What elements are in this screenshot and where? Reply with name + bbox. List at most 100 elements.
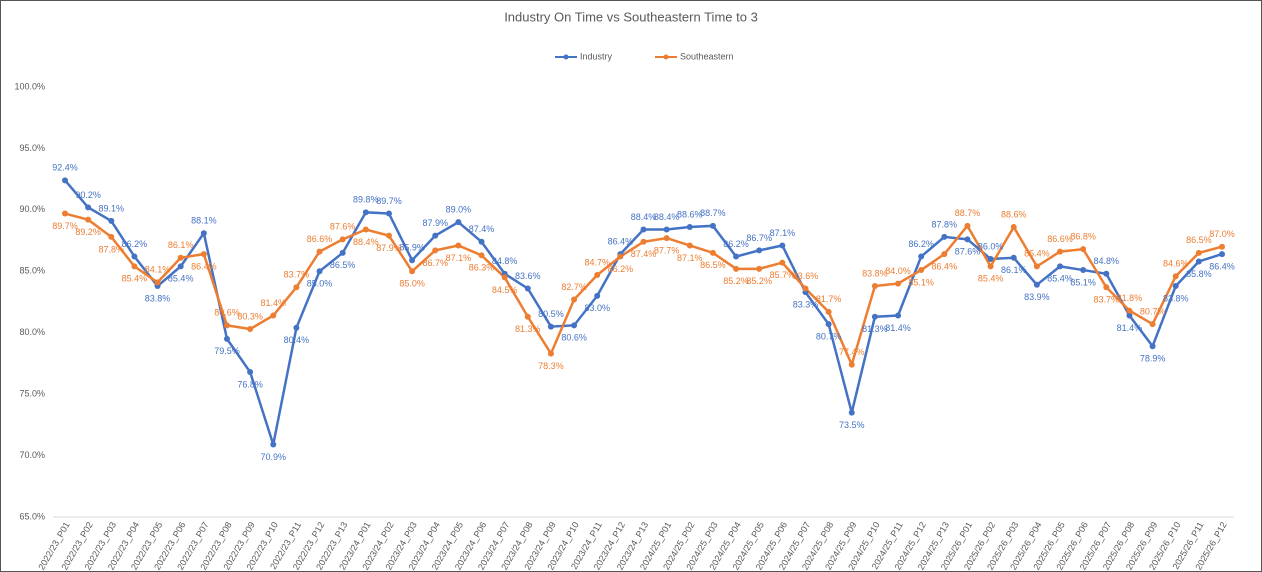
data-point [200, 230, 207, 237]
data-point [1103, 270, 1110, 277]
data-point [478, 252, 485, 259]
data-point [1033, 263, 1040, 270]
data-label: 87.0% [1209, 229, 1235, 239]
y-tick-label: 95.0% [19, 143, 45, 153]
data-label: 88.4% [631, 212, 657, 222]
data-point [802, 285, 809, 292]
data-label: 88.7% [955, 208, 981, 218]
data-point [154, 279, 161, 286]
data-point [941, 233, 948, 240]
data-point [594, 292, 601, 299]
data-point [455, 242, 462, 249]
data-point [362, 226, 369, 233]
data-label: 89.0% [446, 205, 472, 215]
data-label: 83.6% [793, 271, 819, 281]
data-point [316, 268, 323, 275]
data-point [1033, 281, 1040, 288]
data-point [571, 296, 578, 303]
data-point [247, 326, 254, 333]
data-point [62, 210, 68, 217]
data-point [848, 409, 855, 416]
data-label: 86.4% [191, 261, 217, 271]
legend-label: Southeastern [680, 51, 734, 61]
data-point [895, 312, 902, 319]
data-label: 86.6% [1047, 234, 1073, 244]
data-label: 88.4% [654, 212, 680, 222]
data-point [640, 238, 647, 245]
y-tick-label: 65.0% [19, 511, 45, 521]
legend-marker [563, 54, 569, 60]
data-point [293, 284, 300, 291]
data-point [108, 233, 115, 240]
data-point [270, 441, 277, 448]
data-point [409, 257, 416, 264]
data-label: 70.9% [260, 452, 286, 462]
data-point [362, 209, 369, 216]
data-point [1080, 267, 1087, 274]
data-label: 79.5% [214, 346, 240, 356]
data-label: 86.6% [307, 234, 333, 244]
data-point [964, 236, 971, 243]
data-label: 83.8% [145, 293, 171, 303]
data-point [663, 226, 670, 233]
data-label: 92.4% [52, 163, 78, 173]
data-point [478, 238, 485, 245]
data-label: 87.8% [99, 244, 125, 254]
data-label: 85.1% [908, 277, 934, 287]
data-label: 80.6% [561, 333, 587, 343]
data-label: 84.6% [1163, 259, 1189, 269]
data-point [779, 242, 786, 249]
data-label: 83.0% [584, 303, 610, 313]
data-label: 87.1% [446, 253, 472, 263]
data-label: 84.5% [492, 285, 518, 295]
data-label: 88.4% [353, 237, 379, 247]
data-label: 85.7% [770, 270, 796, 280]
data-point [1057, 248, 1064, 255]
data-point [1010, 254, 1017, 261]
data-label: 83.9% [1024, 292, 1050, 302]
data-label: 84.0% [885, 266, 911, 276]
data-point [455, 219, 462, 226]
data-label: 86.2% [723, 239, 749, 249]
data-point [825, 321, 832, 328]
data-label: 81.4% [885, 323, 911, 333]
data-point [1010, 224, 1017, 231]
y-tick-label: 100.0% [14, 81, 45, 91]
data-point [385, 210, 392, 217]
data-label: 85.9% [399, 243, 425, 253]
data-label: 83.6% [515, 271, 541, 281]
data-label: 87.9% [376, 243, 402, 253]
data-point [85, 204, 92, 211]
data-label: 86.1% [168, 240, 194, 250]
y-tick-label: 70.0% [19, 450, 45, 460]
data-point [524, 313, 531, 320]
data-point [756, 247, 763, 254]
data-label: 81.7% [816, 294, 842, 304]
data-point [964, 222, 971, 229]
data-point [1172, 283, 1179, 290]
data-point [62, 177, 68, 184]
data-label: 85.4% [978, 274, 1004, 284]
y-tick-label: 85.0% [19, 266, 45, 276]
data-label: 84.1% [145, 265, 171, 275]
data-label: 86.3% [469, 263, 495, 273]
legend-label: Industry [580, 51, 613, 61]
data-label: 83.3% [793, 300, 819, 310]
chart-title: Industry On Time vs Southeastern Time to… [504, 9, 758, 24]
data-point [339, 236, 346, 243]
data-label: 85.0% [307, 279, 333, 289]
data-point [617, 253, 624, 260]
data-label: 76.8% [237, 379, 263, 389]
data-label: 86.2% [122, 239, 148, 249]
data-point [200, 251, 207, 258]
data-point [247, 369, 254, 376]
data-point [987, 256, 994, 262]
data-label: 89.2% [75, 227, 101, 237]
data-point [594, 271, 601, 278]
data-point [686, 224, 693, 231]
data-point [432, 247, 439, 254]
data-point [1126, 312, 1133, 319]
data-point [270, 312, 277, 319]
data-label: 73.5% [839, 420, 865, 430]
